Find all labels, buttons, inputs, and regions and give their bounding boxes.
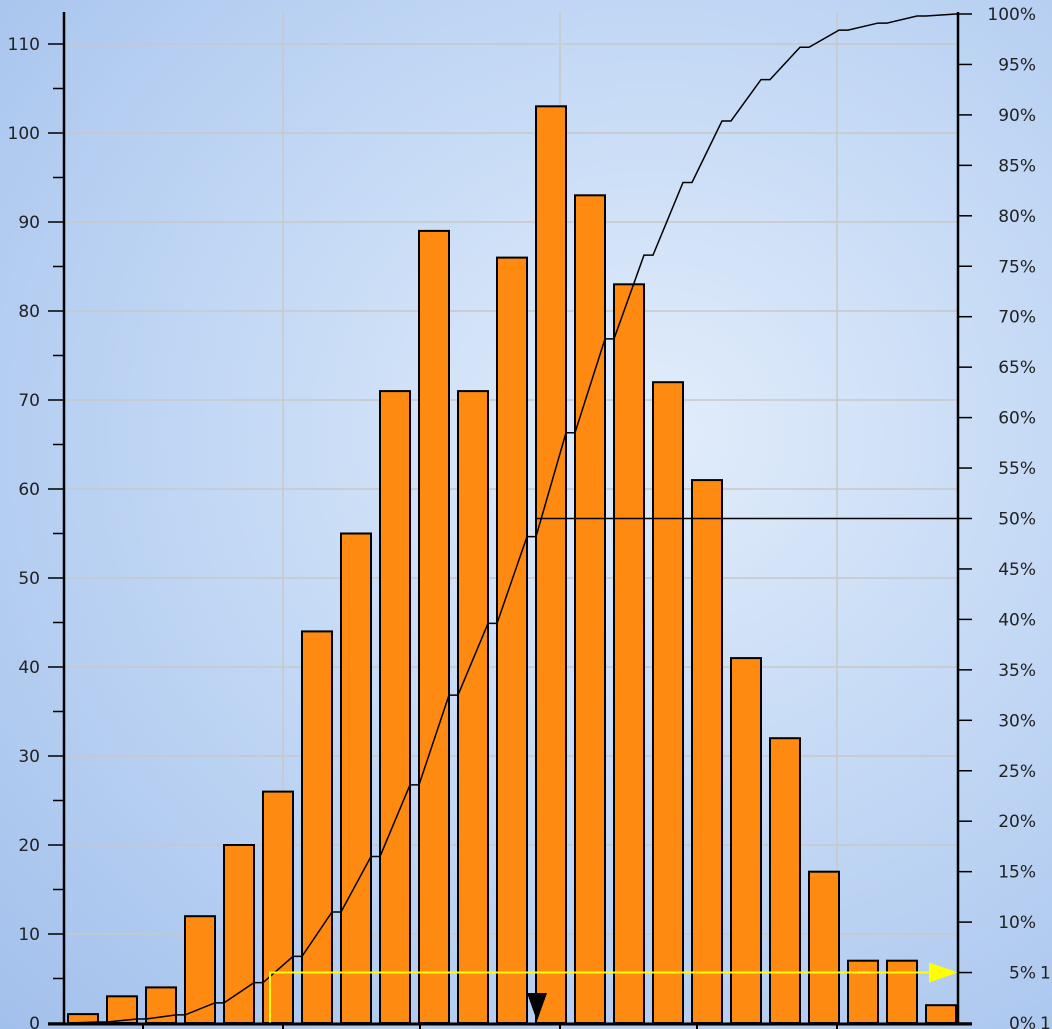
y3-tick-label-partial: 12 — [1040, 964, 1052, 984]
y2-tick-label: 50% — [998, 510, 1036, 530]
y2-tick-label: 95% — [998, 55, 1036, 75]
cumulative-line — [67, 13, 958, 1024]
y-tick-label: 0 — [29, 1014, 40, 1029]
y-tick-label: 80 — [18, 302, 40, 322]
median-triangle-marker — [527, 993, 547, 1021]
y2-tick-label: 0% — [1009, 1014, 1036, 1029]
y2-tick-label: 85% — [998, 156, 1036, 176]
histogram-bar — [106, 995, 138, 1024]
histogram-bar — [769, 737, 801, 1024]
y2-tick-label: 10% — [998, 913, 1036, 933]
y2-tick-label: 40% — [998, 610, 1036, 630]
y2-tick-label: 45% — [998, 560, 1036, 580]
y-tick-label: 10 — [18, 925, 40, 945]
y-tick-label: 90 — [18, 213, 40, 233]
y2-tick-label: 55% — [998, 459, 1036, 479]
histogram-bar — [808, 870, 840, 1025]
histogram-bar — [223, 844, 255, 1024]
histogram-bar — [886, 959, 918, 1025]
y2-tick-label: 20% — [998, 812, 1036, 832]
y2-tick-label: 30% — [998, 711, 1036, 731]
histogram-bar — [457, 390, 489, 1025]
histogram-bar — [496, 256, 528, 1025]
histogram-bar — [301, 630, 333, 1025]
y2-tick-label: 75% — [998, 257, 1036, 277]
y-tick-label: 30 — [18, 747, 40, 767]
histogram-bar — [574, 194, 606, 1025]
y2-tick-label: 25% — [998, 762, 1036, 782]
histogram-bar — [535, 105, 567, 1025]
lower-percent-line — [269, 971, 935, 1023]
histogram-bar — [418, 229, 450, 1024]
y-tick-label: 20 — [18, 836, 40, 856]
y2-tick-label: 60% — [998, 409, 1036, 429]
y2-tick-label: 90% — [998, 106, 1036, 126]
y-tick-label: 70 — [18, 391, 40, 411]
histogram-bar — [262, 790, 294, 1024]
y3-tick-label-partial: 12 — [1040, 1014, 1052, 1029]
y-tick-label: 100 — [8, 124, 40, 144]
y-tick-label: 50 — [18, 569, 40, 589]
histogram-bar — [184, 915, 216, 1025]
y-tick-label: 60 — [18, 480, 40, 500]
y2-tick-label: 15% — [998, 863, 1036, 883]
histogram-bar — [730, 657, 762, 1024]
y2-tick-label: 5% — [1009, 964, 1036, 984]
histogram-bar — [652, 381, 684, 1024]
y2-tick-label: 80% — [998, 207, 1036, 227]
y2-tick-label: 35% — [998, 661, 1036, 681]
y-tick-label: 110 — [8, 35, 40, 55]
y-tick-label: 40 — [18, 658, 40, 678]
histogram-bar — [847, 959, 879, 1025]
histogram-bar — [340, 532, 372, 1024]
yellow-arrow-marker — [929, 962, 958, 983]
y2-tick-label: 70% — [998, 308, 1036, 328]
y2-tick-label: 65% — [998, 358, 1036, 378]
histogram-bar — [691, 479, 723, 1025]
histogram-bar — [925, 1004, 957, 1025]
y2-tick-label: 100% — [987, 5, 1036, 25]
histogram-bar — [613, 283, 645, 1024]
histogram-bar — [379, 390, 411, 1025]
